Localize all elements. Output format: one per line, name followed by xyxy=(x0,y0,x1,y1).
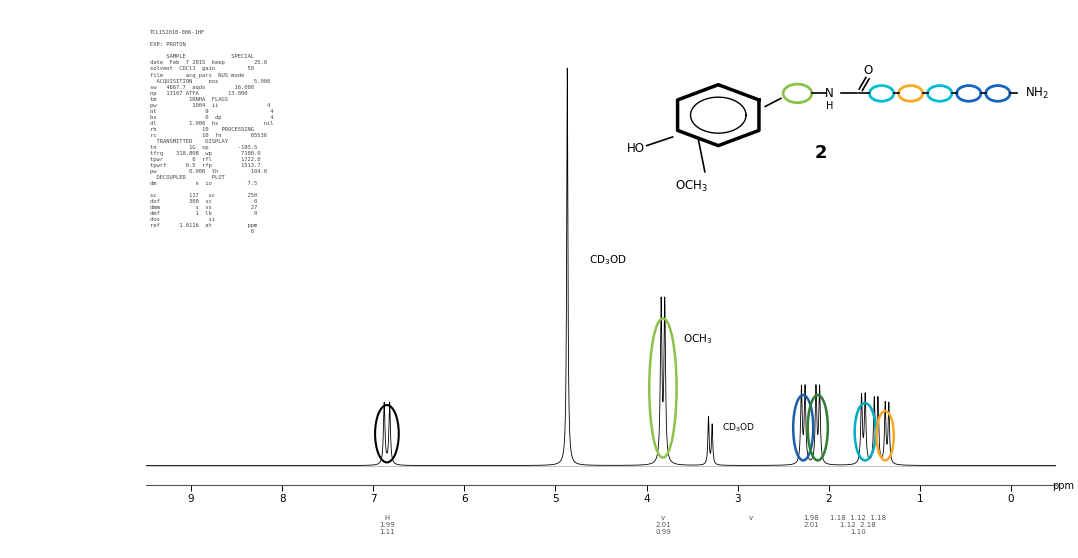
Text: CD$_3$OD: CD$_3$OD xyxy=(590,253,627,267)
Text: OCH$_3$: OCH$_3$ xyxy=(683,333,713,346)
Text: OCH$_3$: OCH$_3$ xyxy=(675,179,708,194)
Text: H
1.99
1.11: H 1.99 1.11 xyxy=(379,515,395,535)
Text: 1.98
2.01: 1.98 2.01 xyxy=(803,515,819,528)
Text: HO: HO xyxy=(626,142,645,155)
Text: ppm: ppm xyxy=(1052,480,1074,490)
Text: H: H xyxy=(826,102,833,112)
Text: CD$_3$OD: CD$_3$OD xyxy=(722,421,756,434)
Text: N: N xyxy=(825,87,833,100)
Text: O: O xyxy=(863,64,873,76)
Text: v
2.01
0.99: v 2.01 0.99 xyxy=(655,515,671,535)
Text: 1.18  1.12  1.18
1.12  2.18
1.10: 1.18 1.12 1.18 1.12 2.18 1.10 xyxy=(830,515,886,535)
Text: TCL152010-006-1HF

EXP: PROTON

     SAMPLE              SPECIAL
date  Feb  7 20: TCL152010-006-1HF EXP: PROTON SAMPLE SPE… xyxy=(150,30,274,234)
Text: 2: 2 xyxy=(815,144,828,162)
Text: v: v xyxy=(749,515,754,521)
Text: NH$_2$: NH$_2$ xyxy=(1025,86,1049,101)
